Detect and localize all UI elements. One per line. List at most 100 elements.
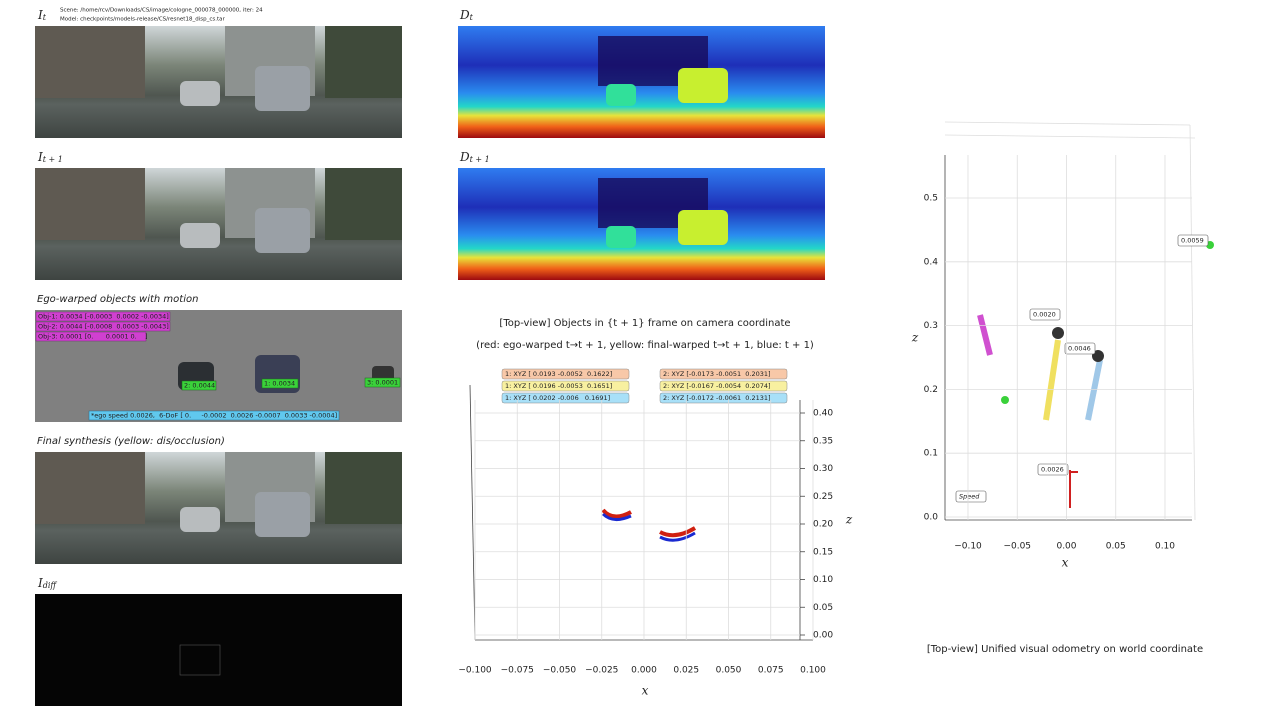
z-tick-label: 0.25	[813, 492, 833, 502]
object-text: Obj-2: 0.0044 [-0.0008 0.0003 -0.0043]	[38, 323, 169, 331]
image	[35, 452, 402, 564]
legend-entry: 1: XYZ [ 0.0193 -0.0052 0.1622]	[505, 370, 612, 378]
z-tick-label: 0.10	[813, 575, 833, 585]
label-box	[1037, 463, 1069, 476]
legend-box	[659, 368, 788, 380]
box	[261, 378, 299, 389]
point-label: 0.0020	[1033, 311, 1056, 319]
label-box	[1029, 308, 1061, 321]
x-tick-label: −0.05	[1003, 542, 1031, 552]
labels: 0.0059 0.0020 0.0046 0.0026 Speed	[955, 234, 1209, 503]
z-tick-label: 0.35	[813, 436, 833, 446]
cloud	[601, 512, 632, 521]
point-label: 0.0026	[1041, 466, 1064, 474]
x-tick-label: 0.100	[800, 666, 826, 676]
trajectory	[1001, 396, 1009, 404]
grid-line	[944, 134, 1196, 139]
z-tick-label: 0.40	[813, 409, 833, 419]
z-axis-label: z	[911, 331, 919, 345]
image	[458, 168, 825, 280]
x-tick-label: −0.100	[458, 666, 492, 676]
legend-box	[501, 368, 630, 380]
z-tick-label: 0.1	[924, 449, 938, 459]
point-clouds	[601, 508, 697, 542]
cloud	[601, 508, 632, 519]
grid-line	[944, 121, 1191, 126]
image	[35, 594, 402, 706]
trajectory	[1043, 339, 1061, 421]
point-label: 0.0059	[1181, 237, 1204, 245]
box	[181, 380, 217, 391]
z-tick-label: 0.5	[924, 194, 938, 204]
speed-bar	[1069, 470, 1078, 508]
image	[458, 26, 825, 138]
legend-entry: 2: XYZ [-0.0172 -0.0061 0.2131]	[663, 394, 771, 402]
trajectory	[1052, 327, 1064, 339]
x-tick-label: −0.10	[954, 542, 982, 552]
cloud	[659, 531, 696, 542]
panel-label: Idiff	[37, 576, 57, 591]
car-label: 2: 0.0044	[184, 382, 215, 390]
legend-entry: 2: XYZ [-0.0173 -0.0051 0.2031]	[663, 370, 771, 378]
plot-title: [Top-view] Objects in {t + 1} frame on c…	[499, 318, 790, 329]
z-tick-label: 0.4	[924, 257, 939, 267]
cloud	[659, 526, 697, 538]
model-text: Model: checkpoints/models-release/CS/res…	[60, 17, 225, 23]
panel-caption: Final synthesis (yellow: dis/occlusion)	[37, 436, 225, 447]
z-tick-label: 0.15	[813, 547, 833, 557]
axis-line	[469, 384, 476, 641]
legend-box	[501, 392, 630, 404]
plot-subtitle: (red: ego-warped t→t + 1, yellow: final-…	[476, 340, 814, 351]
x-tick-label: 0.00	[1056, 542, 1076, 552]
grid-line	[1189, 124, 1196, 521]
box	[364, 377, 401, 388]
panel-label: Dt	[459, 8, 474, 23]
x-tick-label: −0.075	[501, 666, 534, 676]
panel-label: It	[37, 8, 47, 23]
x-tick-label: −0.025	[585, 666, 618, 676]
panel-label: It + 1	[37, 150, 63, 165]
z-tick-label: 0.2	[924, 385, 938, 395]
z-tick-label: 0.30	[813, 464, 833, 474]
box	[35, 321, 171, 332]
image	[35, 26, 402, 138]
image	[35, 168, 402, 280]
car-label: 3: 0.0001	[367, 379, 398, 387]
legend: 1: XYZ [ 0.0193 -0.0052 0.1622] 1: XYZ [ …	[501, 368, 788, 404]
legend-box	[501, 380, 630, 392]
x-axis-label: x	[1062, 556, 1069, 570]
plot-caption: [Top-view] Unified visual odometry on wo…	[927, 644, 1203, 655]
car-label: 1: 0.0034	[264, 380, 295, 388]
label-box	[955, 490, 987, 503]
grid	[944, 121, 1196, 521]
label-box	[1177, 234, 1209, 247]
box	[35, 331, 147, 342]
z-tick-label: 0.3	[924, 321, 938, 331]
z-tick-label: 0.20	[813, 520, 833, 530]
x-tick-label: 0.075	[758, 666, 784, 676]
box	[88, 410, 340, 421]
object-text: Obj-3: 0.0001 [0. 0.0001 0. ]	[38, 333, 148, 341]
trajectory	[977, 314, 993, 356]
box	[35, 311, 171, 322]
z-axis-label: z	[845, 513, 853, 527]
point-label: 0.0046	[1068, 345, 1091, 353]
object-text: Obj-1: 0.0034 [-0.0003 0.0002 -0.0034]	[38, 313, 169, 321]
scene-text: Scene: /home/rcv/Downloads/CS/image/colo…	[60, 8, 263, 14]
z-tick-label: 0.05	[813, 603, 833, 613]
trajectory	[1085, 359, 1103, 421]
image-detail	[179, 644, 221, 676]
ego-text: *ego speed 0.0026, 6-DoF [ 0. -0.0002 0.…	[91, 412, 337, 420]
object-boxes: Obj-1: 0.0034 [-0.0003 0.0002 -0.0034] O…	[35, 311, 401, 421]
legend-entry: 1: XYZ [ 0.0196 -0.0053 0.1651]	[505, 382, 612, 390]
x-tick-label: 0.10	[1155, 542, 1175, 552]
trajectories	[977, 241, 1214, 508]
x-tick-label: 0.050	[716, 666, 742, 676]
legend-entry: 1: XYZ [ 0.0202 -0.006 0.1691]	[505, 394, 610, 402]
legend-box	[659, 380, 788, 392]
x-tick-label: 0.000	[631, 666, 657, 676]
legend-entry: 2: XYZ [-0.0167 -0.0054 0.2074]	[663, 382, 771, 390]
label-box	[1064, 342, 1096, 355]
